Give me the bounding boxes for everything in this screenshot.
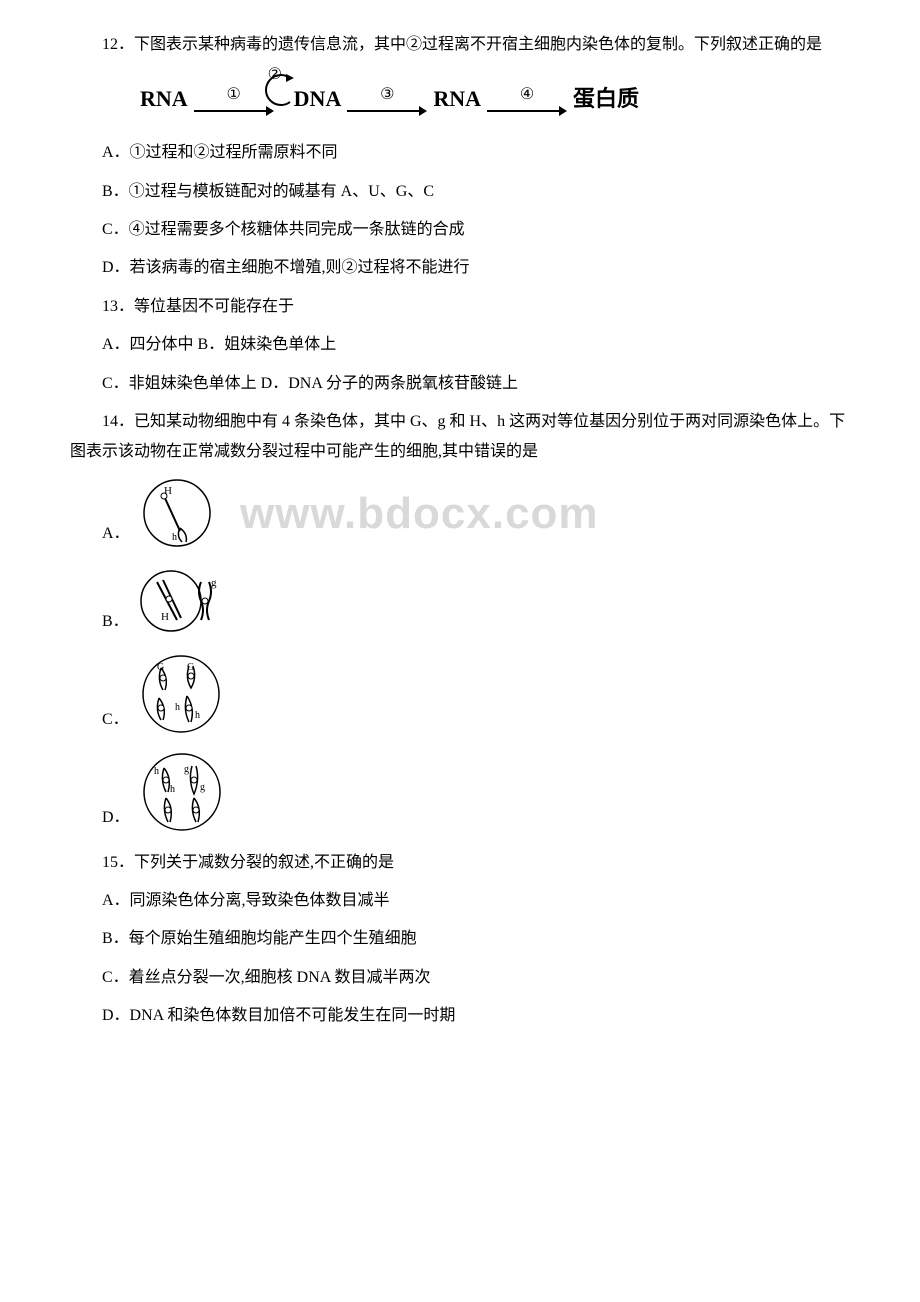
q14-opt-d-label: D． [102, 803, 130, 833]
q14-stem: 14．已知某动物细胞中有 4 条染色体，其中 G、g 和 H、h 这两对等位基因… [70, 407, 850, 468]
svg-text:h: h [172, 532, 177, 543]
svg-text:g: g [200, 782, 205, 793]
cell-diagram-c: G G h h [139, 652, 223, 736]
svg-text:h: h [154, 766, 159, 777]
cell-diagram-b: H g [139, 564, 229, 638]
q12-stem: 12．下图表示某种病毒的遗传信息流，其中②过程离不开宿主细胞内染色体的复制。下列… [70, 30, 850, 60]
q13-opt-ab: A．四分体中 B．姐妹染色单体上 [70, 330, 850, 360]
q15-opt-b: B．每个原始生殖细胞均能产生四个生殖细胞 [70, 924, 850, 954]
q14-opt-c-label: C． [102, 705, 129, 735]
flow-arrow-4: ④ [487, 80, 567, 118]
flow-circ-2: ② [268, 60, 282, 90]
q14-opt-b-row: B． H g [70, 564, 850, 638]
q14-opt-c-row: C． G G h h [70, 652, 850, 736]
svg-text:h: h [170, 784, 175, 795]
flow-node-dna: ② DNA [280, 78, 342, 120]
q15-opt-c: C．着丝点分裂一次,细胞核 DNA 数目减半两次 [70, 963, 850, 993]
q15-stem: 15．下列关于减数分裂的叙述,不正确的是 [70, 848, 850, 878]
q12-opt-a: A．①过程和②过程所需原料不同 [70, 138, 850, 168]
q12-opt-c: C．④过程需要多个核糖体共同完成一条肽链的合成 [70, 215, 850, 245]
svg-text:h: h [175, 702, 180, 713]
flow-node-protein: 蛋白质 [573, 78, 639, 120]
svg-text:g: g [184, 764, 189, 775]
cell-diagram-a: H h [140, 476, 214, 550]
q12-opt-d: D．若该病毒的宿主细胞不增殖,则②过程将不能进行 [70, 253, 850, 283]
q14-opt-a-label: A． [102, 519, 130, 549]
q12-opt-b: B．①过程与模板链配对的碱基有 A、U、G、C [70, 177, 850, 207]
svg-text:H: H [161, 611, 169, 623]
flow-node-rna1: RNA [140, 78, 188, 120]
q14-opt-d-row: D． h h g g [70, 750, 850, 834]
q13-stem: 13．等位基因不可能存在于 [70, 292, 850, 322]
q15-opt-a: A．同源染色体分离,导致染色体数目减半 [70, 886, 850, 916]
svg-text:h: h [195, 710, 200, 721]
flow-node-rna2: RNA [433, 78, 481, 120]
q15-opt-d: D．DNA 和染色体数目加倍不可能发生在同一时期 [70, 1001, 850, 1031]
q12-flow-diagram: RNA ① ② DNA ③ RNA ④ 蛋白质 [140, 78, 850, 120]
watermark-text: www.bdocx.com [240, 472, 599, 556]
q14-opt-b-label: B． [102, 607, 129, 637]
cell-diagram-d: h h g g [140, 750, 224, 834]
flow-arrow-3: ③ [347, 80, 427, 118]
svg-text:g: g [211, 577, 217, 589]
q14-opt-a-row: www.bdocx.com A． H h [70, 476, 850, 550]
q13-opt-cd: C．非姐妹染色单体上 D．DNA 分子的两条脱氧核苷酸链上 [70, 369, 850, 399]
